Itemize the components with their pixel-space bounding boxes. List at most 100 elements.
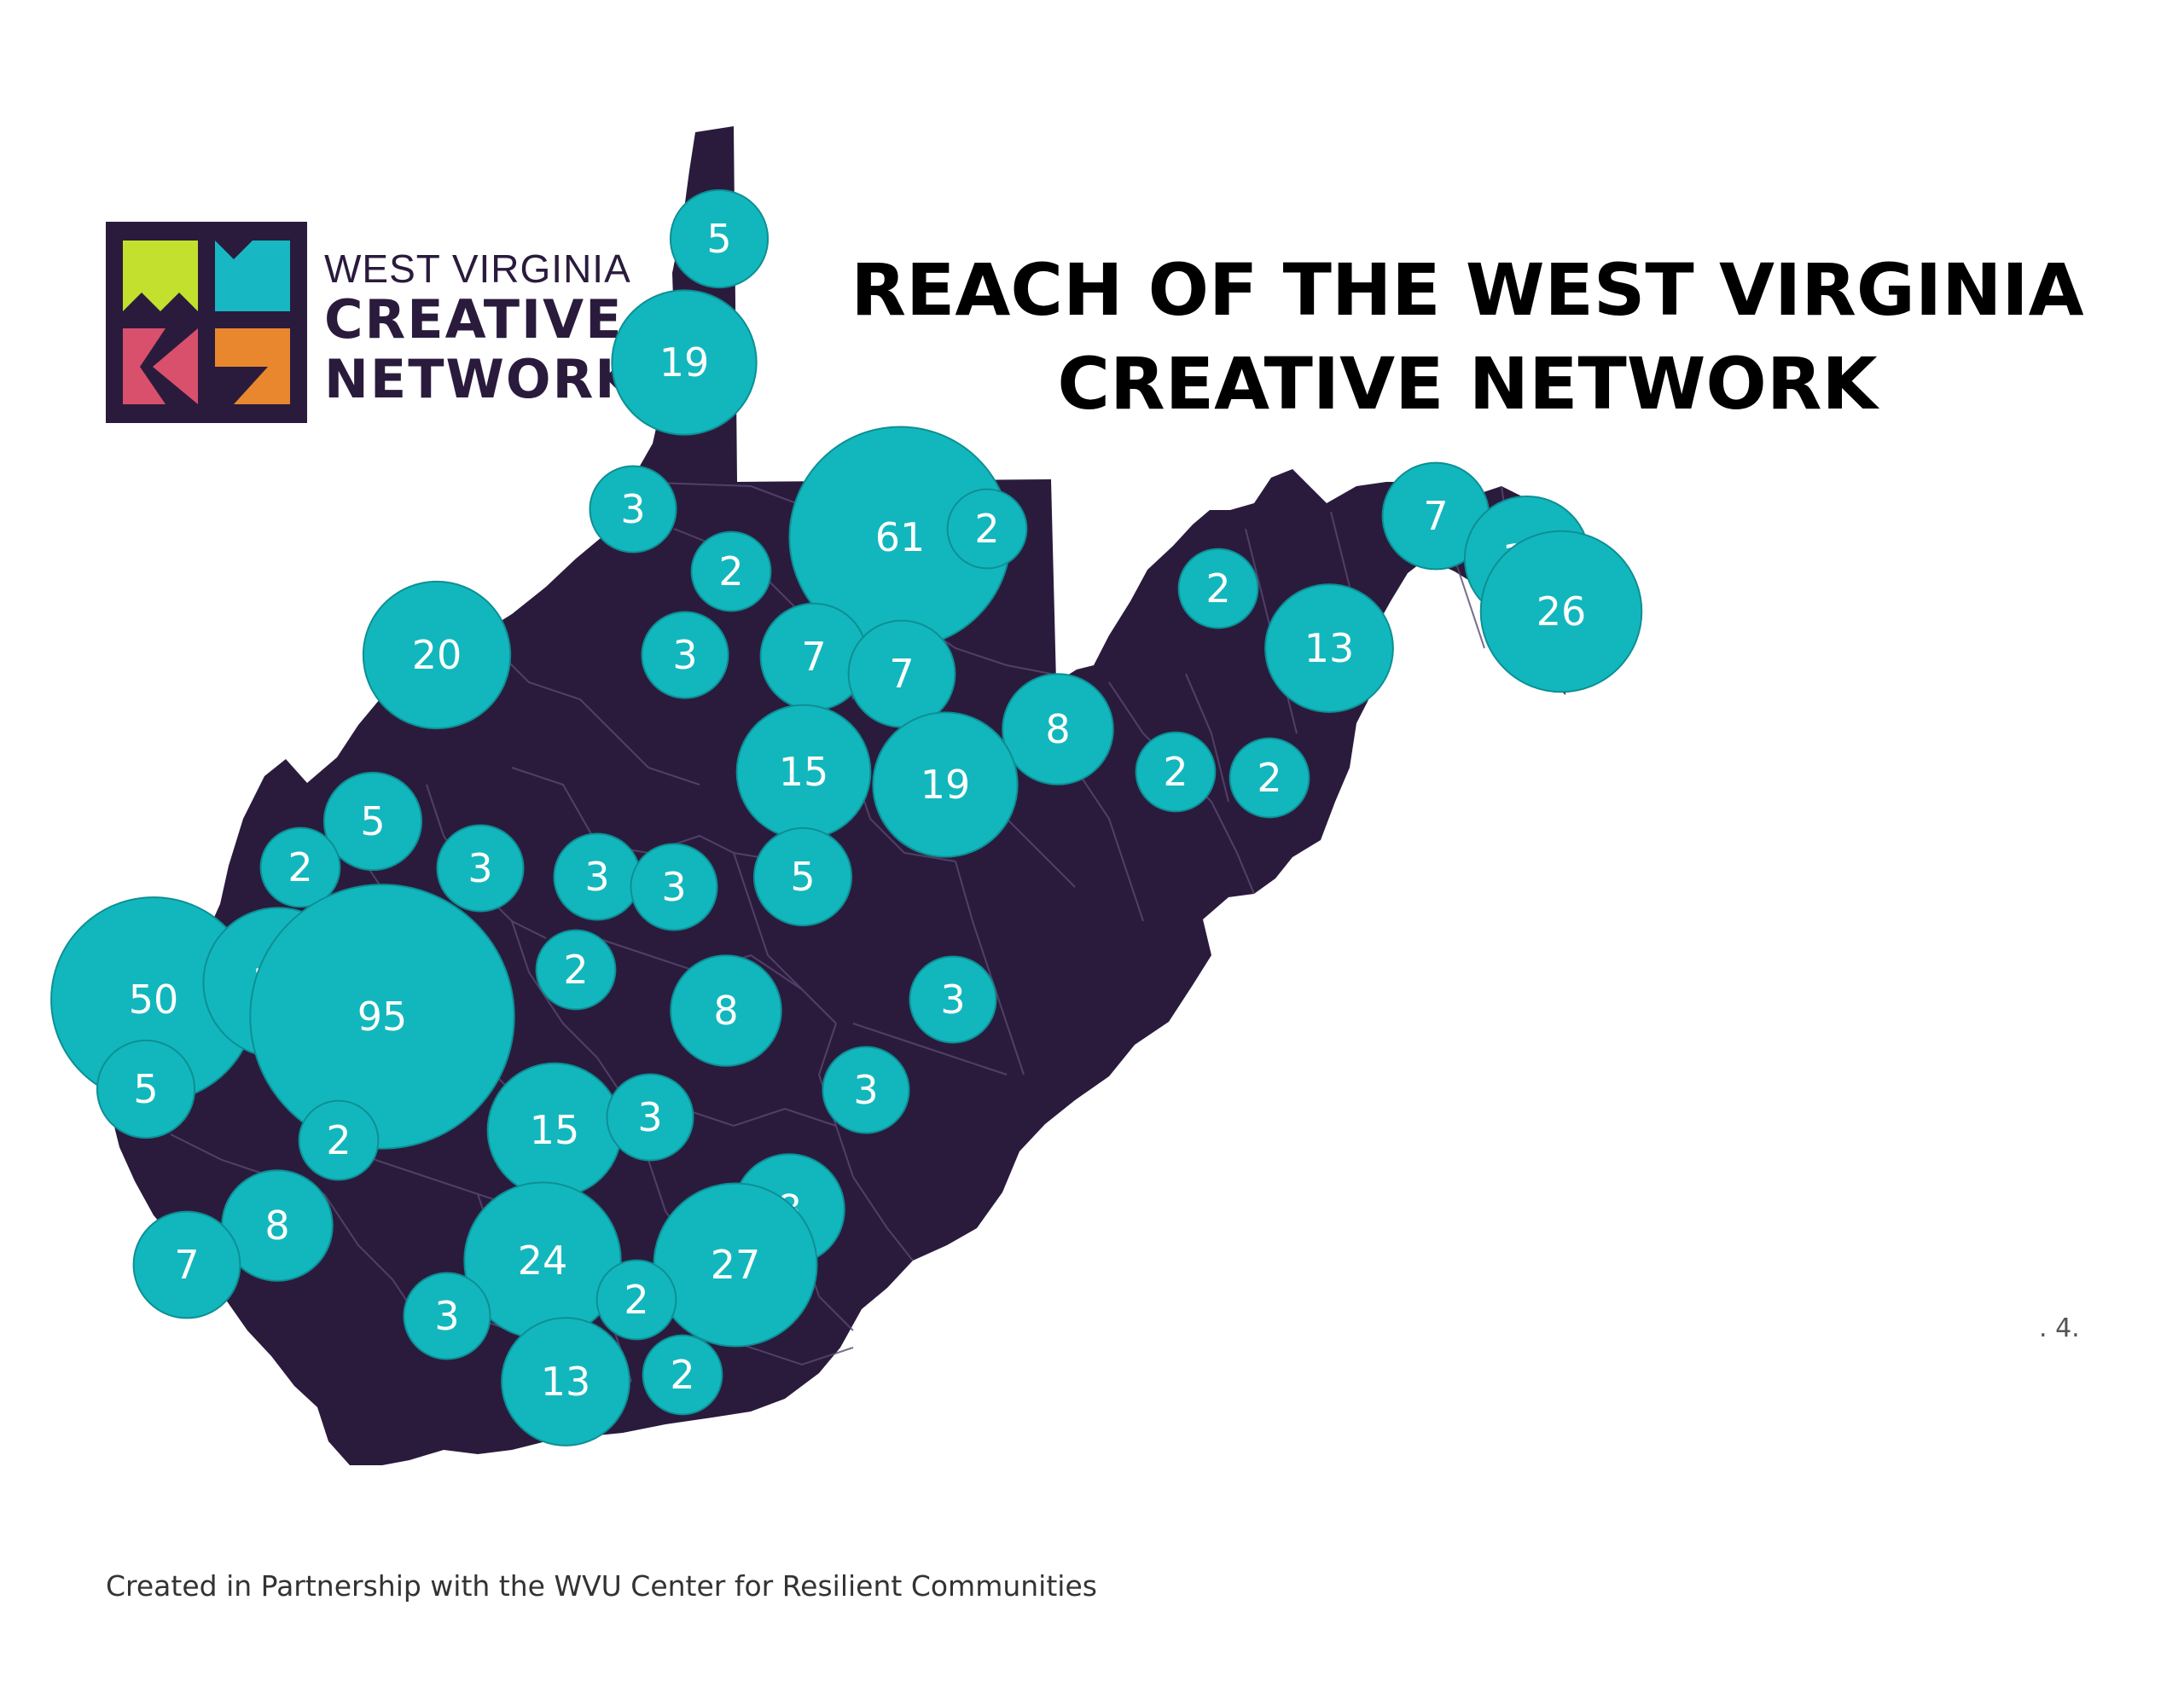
count-bubble: 3 (403, 1272, 491, 1360)
count-bubble-circle (362, 580, 512, 730)
count-bubble-circle (606, 1073, 694, 1162)
count-bubble: 13 (501, 1317, 630, 1446)
count-bubble-circle (96, 1039, 196, 1139)
count-bubble: 3 (553, 832, 642, 921)
count-bubble-circle (1264, 583, 1394, 713)
count-bubble-circle (872, 711, 1019, 858)
count-bubble-circle (670, 954, 782, 1067)
count-bubble-label: 2 (1163, 749, 1188, 795)
count-bubble: 3 (630, 843, 718, 931)
count-bubble-label: 13 (1304, 625, 1355, 671)
title-line-1: REACH OF THE WEST VIRGINIA (851, 248, 2084, 332)
count-bubble: 5 (96, 1039, 196, 1139)
count-bubble-label: 24 (518, 1238, 568, 1284)
count-bubble-circle (1002, 673, 1114, 786)
count-bubble: 2 (1177, 548, 1259, 629)
count-bubble: 8 (1002, 673, 1114, 786)
count-bubble: 5 (752, 826, 853, 927)
count-bubble-circle (259, 826, 341, 908)
count-bubble: 3 (822, 1046, 910, 1134)
count-bubble-circle (436, 824, 525, 913)
count-bubble-circle (589, 465, 677, 554)
count-bubble: 2 (690, 530, 772, 612)
count-bubble-circle (403, 1272, 491, 1360)
count-bubble: 2 (946, 488, 1028, 570)
count-bubble: 8 (670, 954, 782, 1067)
count-bubble: 8 (221, 1169, 334, 1282)
count-bubble-circle (595, 1259, 677, 1341)
count-bubble: 5 (669, 188, 770, 289)
count-bubble: 2 (259, 826, 341, 908)
count-bubble-circle (822, 1046, 910, 1134)
count-bubble-label: 7 (889, 651, 914, 697)
count-bubble-label: 2 (624, 1277, 648, 1323)
count-bubble-label: 27 (711, 1242, 761, 1288)
count-bubbles: 5193261271226213203778151922523335502195… (50, 188, 1643, 1446)
count-bubble-label: 61 (875, 514, 926, 560)
count-bubble: 61 (788, 426, 1012, 649)
count-bubble-label: 3 (853, 1067, 878, 1113)
count-bubble-circle (1228, 737, 1310, 819)
count-bubble: 19 (611, 289, 758, 436)
count-bubble-circle (642, 1334, 723, 1416)
count-bubble-circle (322, 771, 423, 872)
count-bubble: 3 (436, 824, 525, 913)
count-bubble-label: 95 (357, 994, 408, 1040)
count-bubble-circle (1135, 731, 1217, 813)
wv-creative-network-logo (106, 222, 307, 423)
count-bubble: 2 (298, 1099, 380, 1181)
count-bubble: 3 (641, 611, 729, 699)
count-bubble-circle (946, 488, 1028, 570)
count-bubble: 15 (486, 1062, 623, 1198)
count-bubble: 3 (589, 465, 677, 554)
count-bubble-label: 3 (661, 864, 686, 910)
count-bubble-label: 13 (541, 1359, 591, 1405)
count-bubble-label: 15 (530, 1107, 580, 1153)
count-bubble-label: 3 (584, 854, 609, 900)
page-title: REACH OF THE WEST VIRGINIA CREATIVE NETW… (768, 243, 2167, 431)
count-bubble-label: 2 (670, 1352, 694, 1398)
count-bubble-label: 15 (779, 749, 829, 795)
count-bubble-label: 7 (1423, 493, 1448, 539)
count-bubble-label: 2 (326, 1117, 351, 1163)
count-bubble-label: 5 (790, 854, 815, 900)
count-bubble-circle (298, 1099, 380, 1181)
count-bubble: 2 (535, 929, 617, 1011)
page-mark: . 4. (2039, 1313, 2080, 1343)
count-bubble: 2 (642, 1334, 723, 1416)
logo-text-west-virginia: WEST VIRGINIA (324, 246, 631, 291)
count-bubble-label: 26 (1536, 588, 1587, 635)
count-bubble: 3 (606, 1073, 694, 1162)
count-bubble: 7 (1381, 461, 1490, 571)
count-bubble-label: 20 (412, 632, 462, 678)
count-bubble-label: 3 (637, 1094, 662, 1140)
count-bubble: 13 (1264, 583, 1394, 713)
count-bubble-label: 3 (940, 977, 965, 1023)
footer-credit: Created in Partnership with the WVU Cent… (106, 1569, 1097, 1603)
count-bubble-label: 50 (129, 977, 179, 1023)
count-bubble-label: 2 (1257, 755, 1281, 801)
count-bubble-label: 19 (921, 762, 971, 808)
count-bubble: 26 (1479, 530, 1643, 693)
count-bubble: 7 (759, 602, 868, 711)
count-bubble: 7 (847, 619, 956, 728)
count-bubble-circle (909, 955, 997, 1044)
count-bubble-circle (690, 530, 772, 612)
count-bubble-label: 8 (1045, 706, 1070, 752)
count-bubble-circle (752, 826, 853, 927)
count-bubble-circle (132, 1210, 241, 1319)
count-bubble: 5 (322, 771, 423, 872)
count-bubble: 24 (463, 1181, 622, 1340)
count-bubble-circle (1177, 548, 1259, 629)
count-bubble-label: 2 (288, 844, 312, 890)
count-bubble: 19 (872, 711, 1019, 858)
count-bubble: 7 (132, 1210, 241, 1319)
count-bubble: 2 (1228, 737, 1310, 819)
count-bubble-circle (249, 884, 515, 1150)
count-bubble: 50 (50, 896, 257, 1103)
count-bubble: 3 (909, 955, 997, 1044)
count-bubble-label: 2 (563, 947, 588, 993)
count-bubble: 95 (249, 884, 515, 1150)
count-bubble-circle (630, 843, 718, 931)
